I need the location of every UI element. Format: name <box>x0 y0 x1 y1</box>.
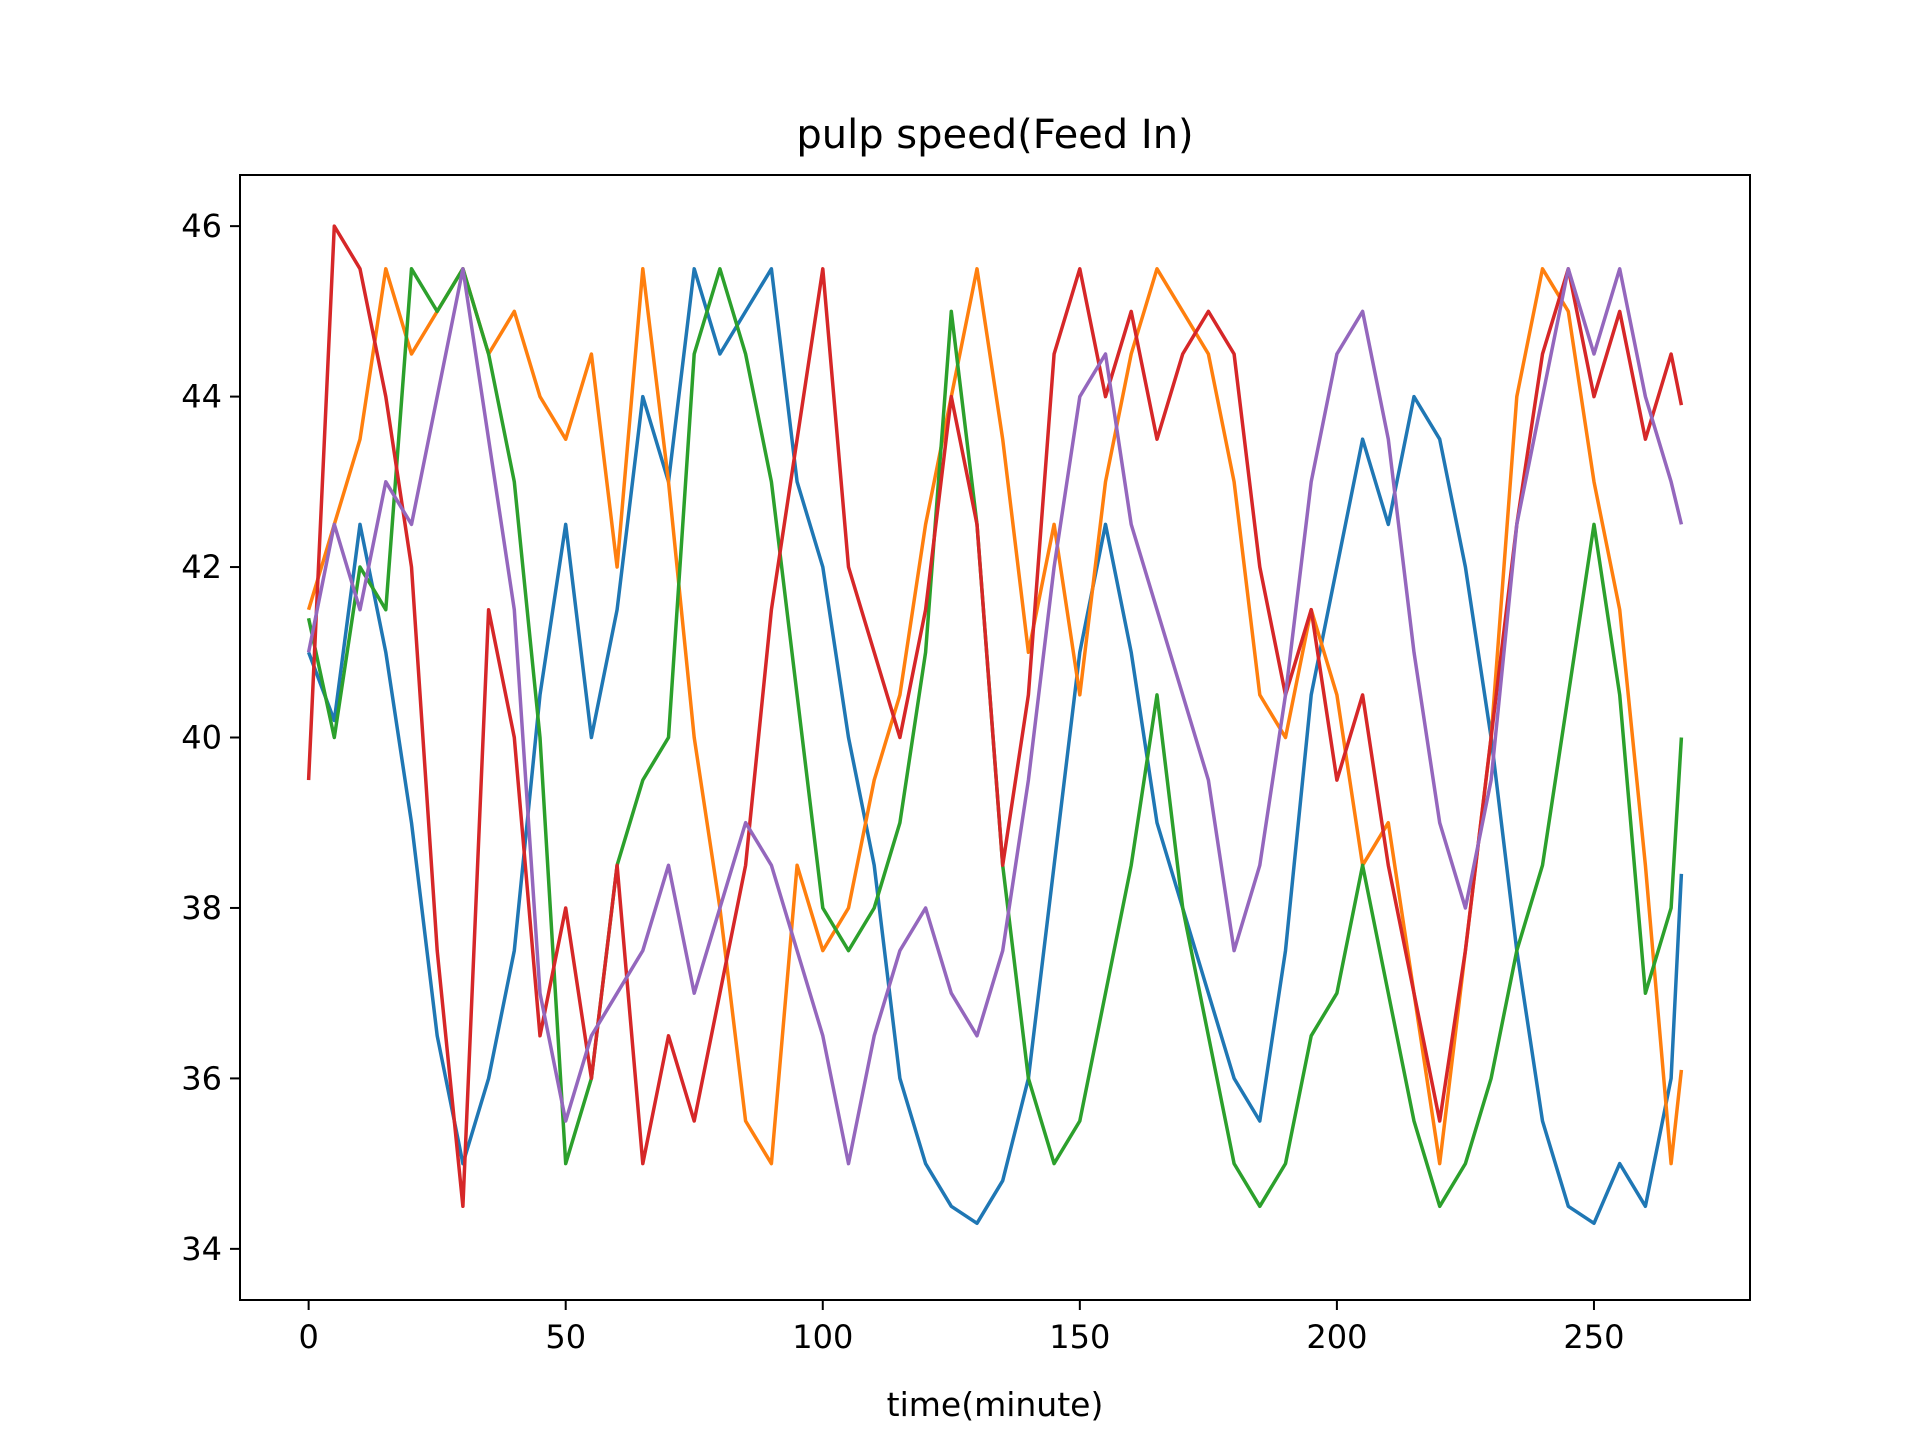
x-tick-label: 200 <box>1306 1318 1367 1356</box>
y-tick-label: 42 <box>181 548 222 586</box>
y-tick-label: 34 <box>181 1230 222 1268</box>
x-tick-label: 100 <box>792 1318 853 1356</box>
y-axis-ticks: 34 36 38 40 42 44 46 <box>181 207 240 1268</box>
x-tick-label: 50 <box>545 1318 586 1356</box>
y-tick-label: 44 <box>181 378 222 416</box>
series-layer <box>306 224 1684 1226</box>
series-line-4 <box>306 224 1684 1209</box>
series-line-1 <box>306 267 1684 1226</box>
x-tick-label: 0 <box>298 1318 318 1356</box>
series-line-5 <box>306 267 1684 1166</box>
y-tick-label: 36 <box>181 1059 222 1097</box>
x-tick-label: 150 <box>1049 1318 1110 1356</box>
chart-title: pulp speed(Feed In) <box>796 112 1193 158</box>
x-axis-label: time(minute) <box>887 1385 1104 1424</box>
y-tick-label: 40 <box>181 719 222 757</box>
y-tick-label: 38 <box>181 889 222 927</box>
y-tick-label: 46 <box>181 207 222 245</box>
x-axis-ticks: 0 50 100 150 200 250 <box>298 1300 1625 1356</box>
x-tick-label: 250 <box>1563 1318 1624 1356</box>
